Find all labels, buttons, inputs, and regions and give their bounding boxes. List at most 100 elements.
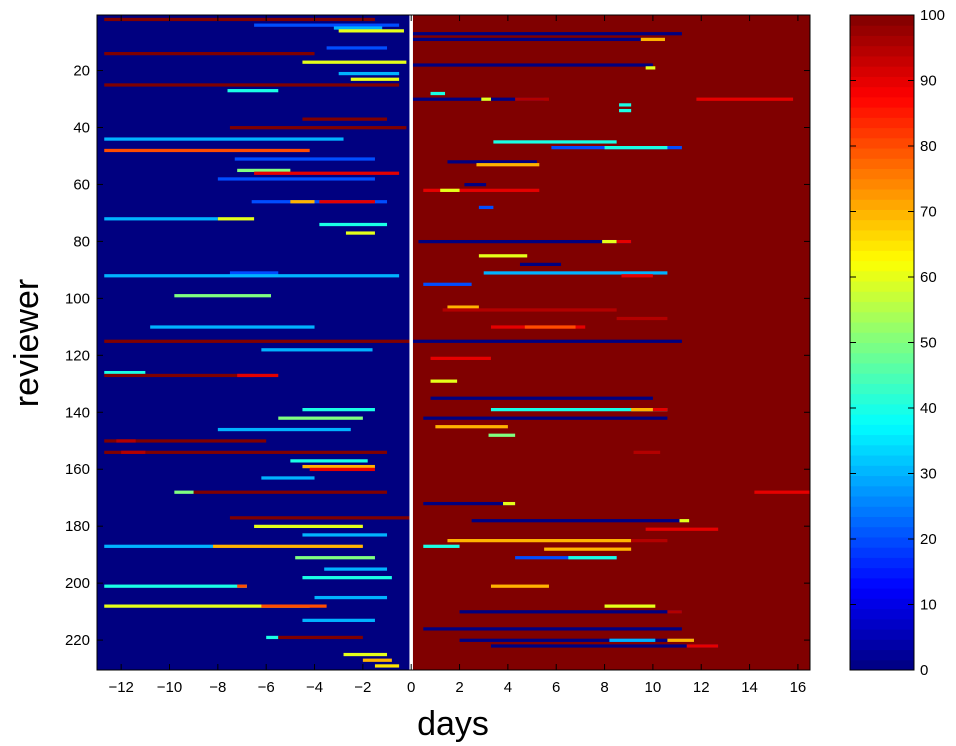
y-tick-label: 60 [73, 176, 90, 193]
y-axis-ticks: 20 40 60 80 100 120 140 160 180 200 220 [65, 63, 810, 649]
heatmap-cell-row-55 [237, 168, 291, 173]
heatmap-cell-row-103 [447, 305, 479, 309]
colorbar-band [850, 86, 914, 98]
x-tick-label: 8 [600, 679, 608, 696]
colorbar-band [850, 383, 914, 395]
heatmap-cell-row-104 [442, 308, 617, 312]
heatmap-cell-row-220 [667, 638, 694, 642]
heatmap-cell-row-77 [345, 231, 375, 235]
heatmap-cell-row-191 [295, 556, 375, 560]
heatmap-cell-row-95 [423, 282, 472, 286]
heatmap-cell-row-14 [104, 52, 315, 56]
heatmap-cell-row-180 [254, 524, 363, 529]
heatmap-cell-row-115 [104, 339, 412, 343]
heatmap-cell-row-154 [121, 450, 146, 454]
colorbar-band [850, 178, 914, 190]
heatmap-cell-row-220 [609, 638, 656, 642]
heatmap-cell-row-74 [319, 222, 388, 227]
colorbar-band [850, 352, 914, 364]
heatmap-cell-row-47 [604, 146, 668, 150]
heatmap-cell-row-62 [423, 188, 540, 192]
heatmap-cell-row-19 [645, 66, 656, 70]
y-tick-label: 220 [65, 632, 90, 649]
heatmap-cell-row-157 [290, 459, 368, 463]
x-tick-label: 12 [693, 679, 710, 696]
heatmap-cell-row-34 [619, 108, 632, 113]
colorbar-band [850, 66, 914, 77]
heatmap-cell-row-168 [193, 490, 388, 494]
colorbar-band [850, 148, 914, 159]
colorbar-band [850, 301, 914, 313]
heatmap-cell-row-21 [338, 71, 400, 76]
colorbar-band [850, 414, 914, 425]
colorbar-band [850, 496, 914, 507]
colorbar-band [850, 424, 914, 436]
colorbar-band [850, 588, 914, 599]
y-tick-label: 20 [73, 63, 90, 80]
heatmap-cell-row-37 [302, 117, 388, 121]
colorbar-band [850, 332, 914, 343]
heatmap-cell-row-92 [104, 274, 400, 278]
colorbar-tick-label: 0 [920, 662, 928, 679]
heatmap-cell-row-154 [633, 450, 661, 454]
heatmap-cell-row-210 [459, 610, 682, 614]
heatmap-cell-row-205 [314, 595, 388, 600]
heatmap-cell-row-177 [229, 516, 412, 520]
colorbar-band [850, 434, 914, 446]
heatmap-cell-row-229 [374, 664, 400, 668]
colorbar-tick-label: 70 [920, 204, 937, 221]
heatmap-cell-row-191 [515, 556, 617, 560]
heatmap-cell-row-142 [278, 416, 363, 420]
heatmap-cell-row-127 [104, 373, 255, 378]
heatmap-cell-row-172 [503, 501, 516, 506]
heatmap-cell-row-154 [104, 450, 388, 454]
colorbar-band [850, 229, 914, 241]
x-axis-title: days [417, 705, 489, 743]
y-tick-label: 200 [65, 575, 90, 592]
colorbar-tick-label: 80 [920, 138, 937, 155]
heatmap-cell-row-17 [302, 60, 407, 64]
y-tick-label: 40 [73, 119, 90, 136]
colorbar-band [850, 127, 914, 139]
colorbar-tick-label: 10 [920, 597, 937, 614]
colorbar-band [850, 137, 914, 149]
heatmap-cell-row-56 [254, 171, 400, 175]
heatmap-cell-row-80 [602, 239, 617, 244]
heatmap-cell-row-92 [621, 274, 653, 278]
heatmap-cell-row-146 [217, 427, 351, 432]
heatmap-cell-row-172 [423, 501, 516, 506]
heatmap-cell-row-222 [490, 644, 719, 648]
y-tick-label: 100 [65, 290, 90, 307]
colorbar-band [850, 311, 914, 323]
colorbar-band [850, 598, 914, 610]
heatmap-cell-row-208 [604, 604, 656, 608]
heatmap-cell-row-5 [333, 26, 383, 30]
colorbar-band [850, 117, 914, 129]
colorbar-tick-label: 90 [920, 73, 937, 90]
heatmap-cell-row-53 [476, 163, 540, 167]
x-tick-label: −10 [157, 679, 182, 696]
colorbar-band [850, 557, 914, 569]
colorbar-band [850, 281, 914, 292]
colorbar-band [850, 342, 914, 354]
x-tick-label: 0 [407, 679, 415, 696]
colorbar-ticks: 0 10 20 30 40 50 60 70 80 90 100 [850, 7, 945, 679]
heatmap-cell-row-44 [104, 137, 344, 141]
colorbar-band [850, 506, 914, 517]
colorbar-band [850, 608, 914, 620]
heatmap-cell-row-142 [423, 416, 668, 420]
heatmap-cell-row-98 [319, 291, 388, 295]
heatmap-cell-row-198 [302, 576, 392, 580]
colorbar: 0 10 20 30 40 50 60 70 80 90 100 [849, 7, 945, 679]
x-tick-label: −6 [258, 679, 275, 696]
heatmap-cell-row-72 [217, 217, 255, 221]
heatmap-cell-row-168 [754, 490, 810, 494]
heatmap-cell-row-139 [490, 408, 668, 412]
y-tick-label: 180 [65, 518, 90, 535]
colorbar-tick-label: 30 [920, 466, 937, 483]
y-tick-label: 80 [73, 233, 90, 250]
colorbar-band [850, 618, 914, 630]
y-axis-title: reviewer [8, 279, 46, 407]
colorbar-band [850, 15, 914, 26]
